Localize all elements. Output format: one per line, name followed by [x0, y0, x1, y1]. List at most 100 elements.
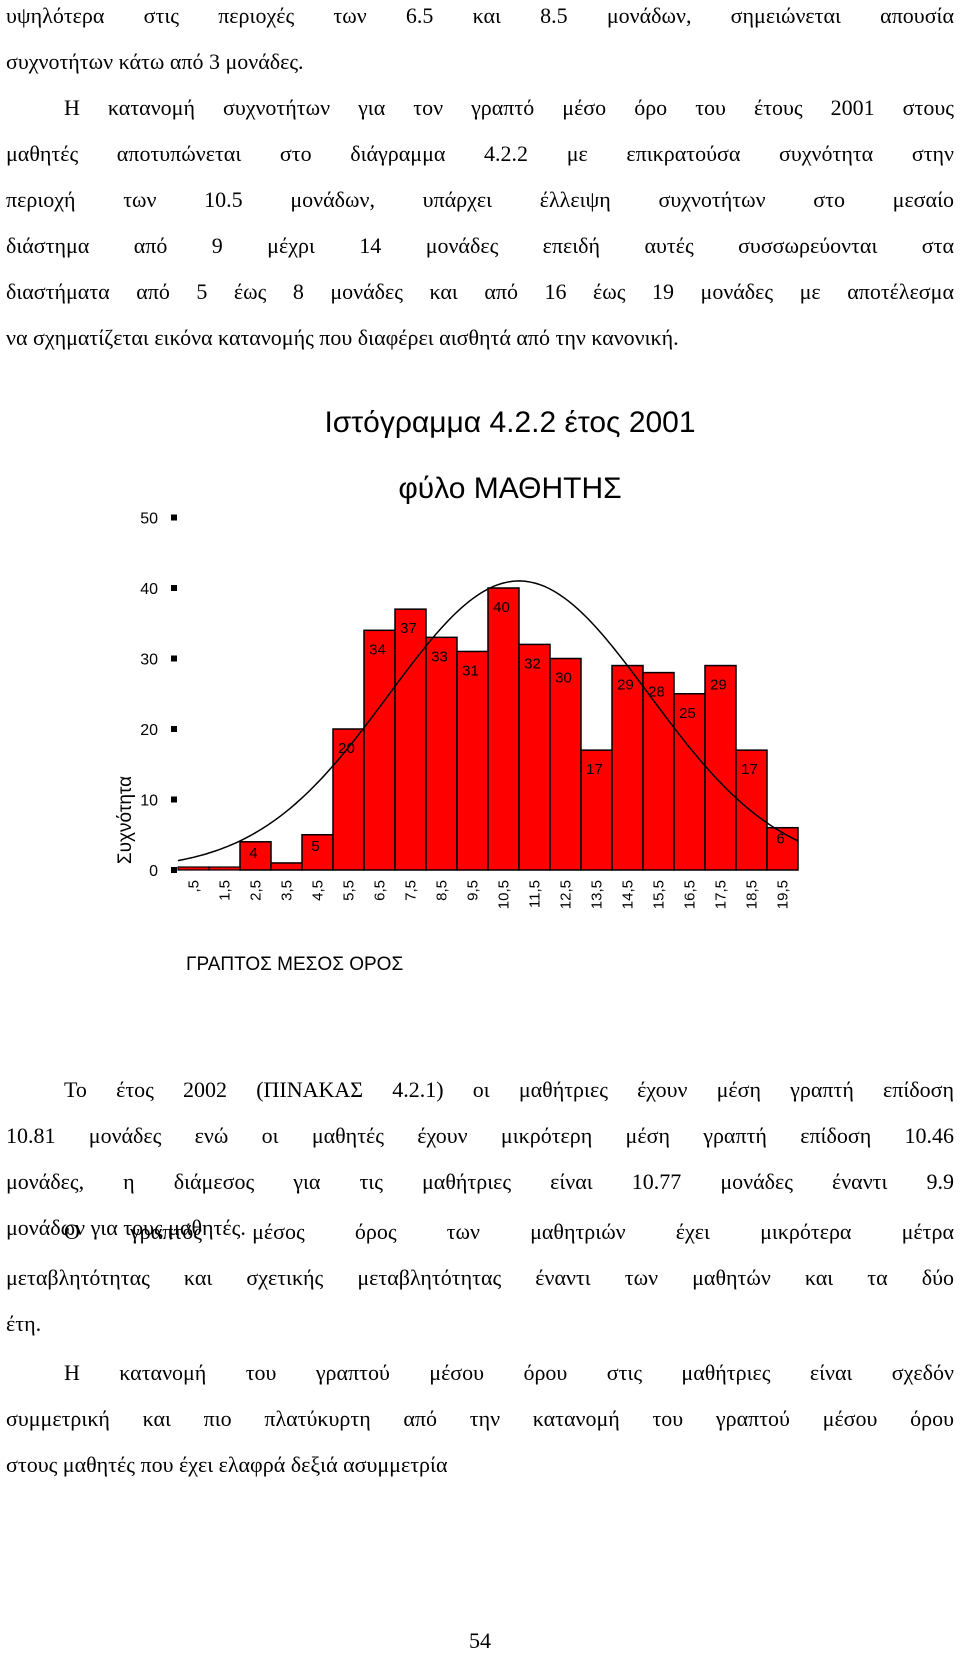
y-tick-mark [171, 514, 177, 521]
x-tick-label: 4,5 [310, 880, 327, 901]
x-tick-label: 7,5 [403, 880, 420, 901]
x-tick-label: 11,5 [527, 880, 544, 908]
histogram-bar [363, 629, 396, 871]
text-line: περιοχή των 10.5 μονάδων, υπάρχει έλλειψ… [6, 187, 954, 212]
text-line: μαθητές αποτυπώνεται στο διάγραμμα 4.2.2… [6, 141, 954, 166]
bar-value-label: 6 [776, 831, 784, 848]
text-line: Ο γραπτός μέσος όρος των μαθητριών έχει … [64, 1219, 954, 1244]
histogram-bar [394, 608, 427, 871]
x-tick-label: 6,5 [372, 880, 389, 901]
chart-subtitle: φύλο ΜΑΘΗΤΗΣ [398, 472, 621, 505]
paragraph-distribution: Η κατανομή του γραπτού μέσου όρου στις μ… [6, 1350, 954, 1488]
text-line: μονάδων για τους μαθητές. [6, 1215, 246, 1240]
y-axis-label: Συχνότητα [115, 776, 136, 864]
x-axis-label: ΓΡΑΠΤΟΣ ΜΕΣΟΣ ΟΡΟΣ [186, 954, 403, 975]
text-line: να σχηματίζεται εικόνα κατανομής που δια… [6, 325, 679, 350]
bar-value-label: 5 [311, 838, 319, 855]
bar-value-label: 29 [710, 677, 727, 694]
paragraph-2002: Το έτος 2002 (ΠΙΝΑΚΑΣ 4.2.1) οι μαθήτριε… [6, 1067, 954, 1251]
y-tick-mark [171, 796, 177, 803]
chart-title: Ιστόγραμμα 4.2.2 έτος 2001 [324, 410, 695, 439]
histogram-bar [766, 826, 799, 871]
bar-value-label: 17 [741, 761, 758, 778]
text-line: διάστημα από 9 μέχρι 14 μονάδες επειδή α… [6, 233, 954, 258]
x-tick-label: 2,5 [248, 880, 265, 901]
y-tick-mark [171, 655, 177, 662]
x-tick-label: ,5 [186, 880, 203, 893]
paragraph-variability: Ο γραπτός μέσος όρος των μαθητριών έχει … [6, 1209, 954, 1347]
histogram-bar [487, 587, 520, 871]
text-line: μονάδες, η διάμεσος για τις μαθήτριες εί… [6, 1169, 954, 1194]
text-line: Το έτος 2002 (ΠΙΝΑΚΑΣ 4.2.1) οι μαθήτριε… [64, 1077, 954, 1102]
y-tick-label: 10 [140, 793, 158, 810]
y-tick-label: 20 [140, 722, 158, 739]
text-line: υψηλότερα στις περιοχές των 6.5 και 8.5 … [6, 3, 954, 28]
text-line: μεταβλητότητας και σχετικής μεταβλητότητ… [6, 1265, 954, 1290]
bar-value-label: 29 [617, 677, 634, 694]
x-tick-labels: ,5 1,5 2,5 3,5 4,5 5,5 6,5 7,5 8,5 9,5 10,5 11,5 12,… [186, 880, 792, 909]
y-tick-label: 0 [149, 863, 158, 880]
y-tick-label: 50 [140, 511, 158, 528]
histogram-bar [673, 693, 706, 871]
text-line: 10.81 μονάδες ενώ οι μαθητές έχουν μικρό… [6, 1123, 954, 1148]
x-tick-label: 14,5 [620, 880, 637, 909]
x-tick-label: 8,5 [434, 880, 451, 901]
bar-value-label: 30 [555, 670, 572, 687]
x-tick-label: 13,5 [589, 880, 606, 909]
histogram-bar [735, 749, 768, 871]
histogram-chart: Ιστόγραμμα 4.2.2 έτος 2001 φύλο ΜΑΘΗΤΗΣ … [115, 410, 799, 975]
bar-value-label: 40 [493, 599, 510, 616]
text-line: διαστήματα από 5 έως 8 μονάδες και από 1… [6, 279, 954, 304]
bars-group [177, 587, 799, 871]
histogram-bar-baseline [177, 866, 210, 871]
y-axis: 0 10 20 30 40 50 [140, 511, 177, 880]
y-tick-mark [171, 867, 177, 873]
x-tick-label: 12,5 [558, 880, 575, 909]
x-tick-label: 10,5 [496, 880, 513, 909]
bar-value-label: 4 [249, 845, 257, 862]
histogram-bar [518, 643, 551, 871]
y-tick-mark [171, 726, 177, 732]
histogram-bar [332, 728, 365, 871]
y-tick-label: 30 [140, 652, 158, 669]
bar-value-label: 31 [462, 662, 479, 679]
histogram-bar [611, 664, 644, 871]
text-line: συχνοτήτων κάτω από 3 μονάδες. [6, 49, 304, 74]
histogram-bar [549, 657, 582, 871]
normal-curve [177, 580, 799, 862]
histogram-bar [425, 636, 458, 871]
x-tick-label: 1,5 [217, 880, 234, 901]
x-tick-label: 5,5 [341, 880, 358, 901]
x-tick-label: 3,5 [279, 880, 296, 901]
text-line: έτη. [6, 1311, 42, 1336]
bar-value-label: 28 [648, 684, 665, 701]
paragraph-intro: υψηλότερα στις περιοχές των 6.5 και 8.5 … [6, 0, 954, 361]
histogram-bar [642, 671, 675, 871]
y-tick-mark [171, 585, 177, 591]
text-line: Η κατανομή συχνοτήτων για τον γραπτό μέσ… [64, 95, 954, 120]
histogram-bar [239, 841, 272, 871]
bar-value-label: 37 [400, 620, 417, 637]
x-tick-label: 15,5 [651, 880, 668, 909]
x-tick-label: 17,5 [713, 880, 730, 909]
histogram-bar [456, 650, 489, 871]
text-line: στους μαθητές που έχει ελαφρά δεξιά ασυμ… [6, 1452, 448, 1477]
histogram-bar [270, 862, 303, 871]
bar-value-label: 34 [369, 641, 386, 658]
histogram-bar-baseline [208, 866, 241, 871]
x-tick-label: 9,5 [465, 880, 482, 901]
bar-value-label: 32 [524, 655, 541, 672]
text-line: Η κατανομή του γραπτού μέσου όρου στις μ… [64, 1360, 954, 1385]
x-tick-label: 19,5 [775, 880, 792, 909]
bar-value-label: 17 [586, 761, 603, 778]
page-number: 54 [469, 1628, 491, 1653]
bar-value-label: 25 [679, 705, 696, 722]
histogram-bar [301, 834, 334, 871]
x-tick-label: 18,5 [744, 880, 761, 909]
histogram-bar [704, 664, 737, 871]
x-tick-label: 16,5 [682, 880, 699, 909]
y-tick-label: 40 [140, 581, 158, 598]
bar-value-label: 33 [431, 648, 448, 665]
text-line: συμμετρική και πιο πλατύκυρτη από την κα… [6, 1406, 954, 1431]
